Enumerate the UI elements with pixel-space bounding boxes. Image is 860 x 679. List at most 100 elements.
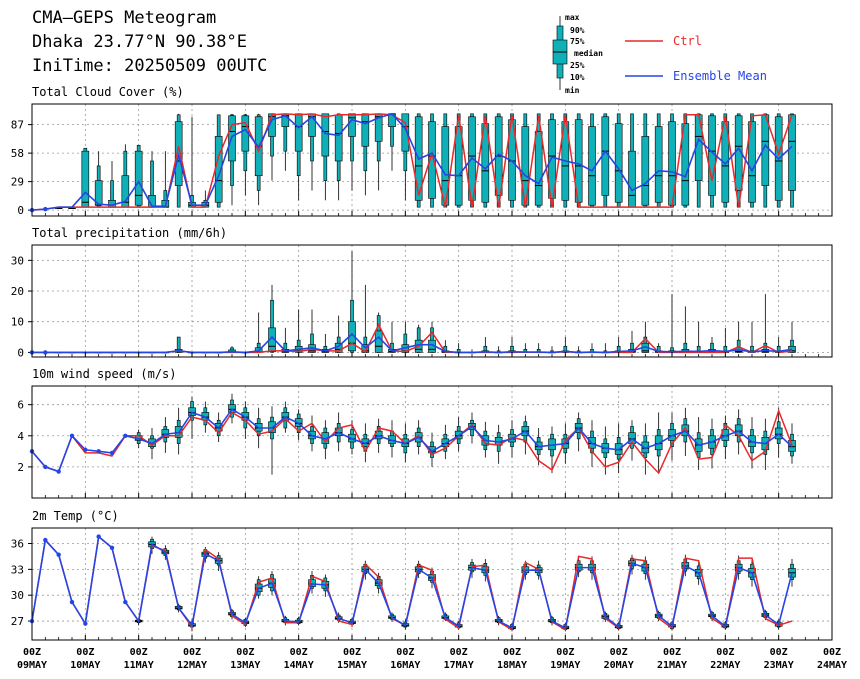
panel-2: Total precipitation (mm/6h) 0 10 20 30 [11, 226, 833, 359]
legend-box-label: 75% [570, 37, 585, 46]
ensemble-mean-line [31, 408, 793, 473]
panel-1: Total Cloud Cover (%) 0 29 58 87 [11, 85, 833, 217]
x-axis-labels: 00Z 09MAY 00Z 10MAY 00Z 11MAY 00Z 12MAY 00Z 13MAY… [17, 647, 847, 671]
mean-marker [69, 599, 75, 605]
panel-title: 10m wind speed (m/s) [32, 367, 177, 381]
x-tick-label-date: 20MAY [604, 660, 634, 671]
box-inner [748, 121, 756, 203]
x-tick-label-date: 18MAY [497, 660, 527, 671]
mean-marker [96, 449, 101, 454]
mean-marker [109, 450, 115, 456]
legend-box-label: 25% [570, 61, 585, 70]
y-tick-label: 87 [11, 119, 24, 132]
x-tick-label-date: 24MAY [817, 660, 847, 671]
x-tick-label-date: 13MAY [230, 660, 260, 671]
box-inner [374, 330, 383, 353]
ctrl-line [31, 113, 793, 211]
ensemble-mean-line [31, 112, 793, 211]
legend-mean-label: Ensemble Mean [673, 69, 767, 83]
mean-marker [43, 206, 48, 212]
x-tick-label-hour: 00Z [556, 647, 574, 658]
y-tick-label: 10 [11, 316, 24, 329]
x-tick-label-date: 15MAY [337, 660, 367, 671]
mean-marker [96, 534, 101, 539]
box-outer [270, 299, 274, 353]
x-tick-label-date: 09MAY [17, 660, 47, 671]
mean-marker [69, 433, 75, 438]
box-inner [534, 131, 543, 206]
x-tick-label-date: 16MAY [390, 660, 420, 671]
box-inner [548, 119, 556, 199]
x-tick-label-hour: 00Z [236, 647, 254, 658]
panel-3: 10m wind speed (m/s) 2 4 6 [17, 367, 833, 499]
x-tick-label-hour: 00Z [663, 647, 681, 658]
box-inner [294, 113, 303, 152]
x-tick-label-hour: 00Z [130, 647, 148, 658]
legend-box-label: 10% [570, 73, 585, 82]
box-inner [348, 113, 356, 137]
panel-4: 2m Temp (°C) 27 30 33 36 [11, 509, 833, 641]
chart-title: CMA—GEPS Meteogram [32, 8, 217, 28]
x-tick-label-date: 17MAY [444, 660, 474, 671]
legend-box-label: 90% [570, 26, 585, 35]
box-inner [708, 115, 716, 196]
x-tick-label-date: 23MAY [764, 660, 794, 671]
init-time-label: IniTime: 20250509 00UTC [32, 56, 268, 76]
x-tick-label-hour: 00Z [716, 647, 734, 658]
y-tick-label: 20 [11, 285, 24, 298]
x-tick-label-date: 19MAY [550, 660, 580, 671]
box-inner [788, 114, 796, 191]
y-tick-label: 29 [11, 176, 24, 189]
legend: max 90% 75% median 25% 10% min Ctrl Ensemble Mea… [552, 13, 767, 95]
x-tick-label-date: 12MAY [177, 660, 207, 671]
mean-marker [43, 350, 48, 355]
box-inner [628, 150, 636, 208]
x-tick-label-date: 10MAY [70, 660, 100, 671]
box-inner [614, 123, 623, 203]
box-inner [321, 113, 330, 157]
location-label: Dhaka 23.77°N 90.38°E [32, 32, 247, 52]
x-tick-label-hour: 00Z [76, 647, 94, 658]
x-tick-label-hour: 00Z [290, 647, 308, 658]
x-tick-label-hour: 00Z [343, 647, 361, 658]
x-tick-label-hour: 00Z [823, 647, 841, 658]
box-inner [454, 126, 463, 206]
y-tick-label: 2 [17, 461, 24, 474]
box-inner [481, 123, 490, 203]
y-tick-label: 36 [11, 538, 24, 551]
legend-ctrl-label: Ctrl [673, 34, 702, 48]
x-tick-label-hour: 00Z [23, 647, 41, 658]
y-tick-label: 6 [17, 399, 24, 412]
x-tick-label-date: 22MAY [710, 660, 740, 671]
panel-title: Total Cloud Cover (%) [32, 85, 184, 99]
box-inner [641, 136, 650, 206]
mean-marker [123, 599, 128, 605]
box-inner [81, 150, 90, 208]
ctrl-line [32, 323, 793, 354]
x-tick-label-hour: 00Z [770, 647, 788, 658]
y-tick-label: 0 [17, 346, 24, 359]
panel-title: 2m Temp (°C) [32, 509, 119, 523]
legend-box-label: max [565, 13, 580, 22]
ensemble-mean-line [32, 332, 793, 354]
y-tick-label: 4 [17, 430, 24, 443]
x-tick-label-hour: 00Z [183, 647, 201, 658]
legend-box-label: min [565, 85, 580, 95]
box-inner [134, 150, 143, 206]
ensemble-mean-line [31, 535, 793, 630]
x-tick-label-hour: 00Z [450, 647, 468, 658]
mean-marker [83, 621, 88, 626]
x-tick-label-hour: 00Z [503, 647, 521, 658]
mean-marker [43, 464, 48, 470]
y-tick-label: 27 [11, 615, 24, 628]
y-tick-label: 58 [11, 147, 24, 160]
box-inner [361, 113, 370, 147]
box-inner [308, 579, 316, 587]
box-inner [681, 123, 690, 206]
mean-marker [83, 447, 88, 452]
box-inner [654, 126, 663, 203]
y-tick-label: 0 [17, 204, 24, 217]
mean-marker [123, 433, 128, 438]
y-tick-label: 30 [11, 254, 24, 267]
panel-title: Total precipitation (mm/6h) [32, 226, 227, 240]
